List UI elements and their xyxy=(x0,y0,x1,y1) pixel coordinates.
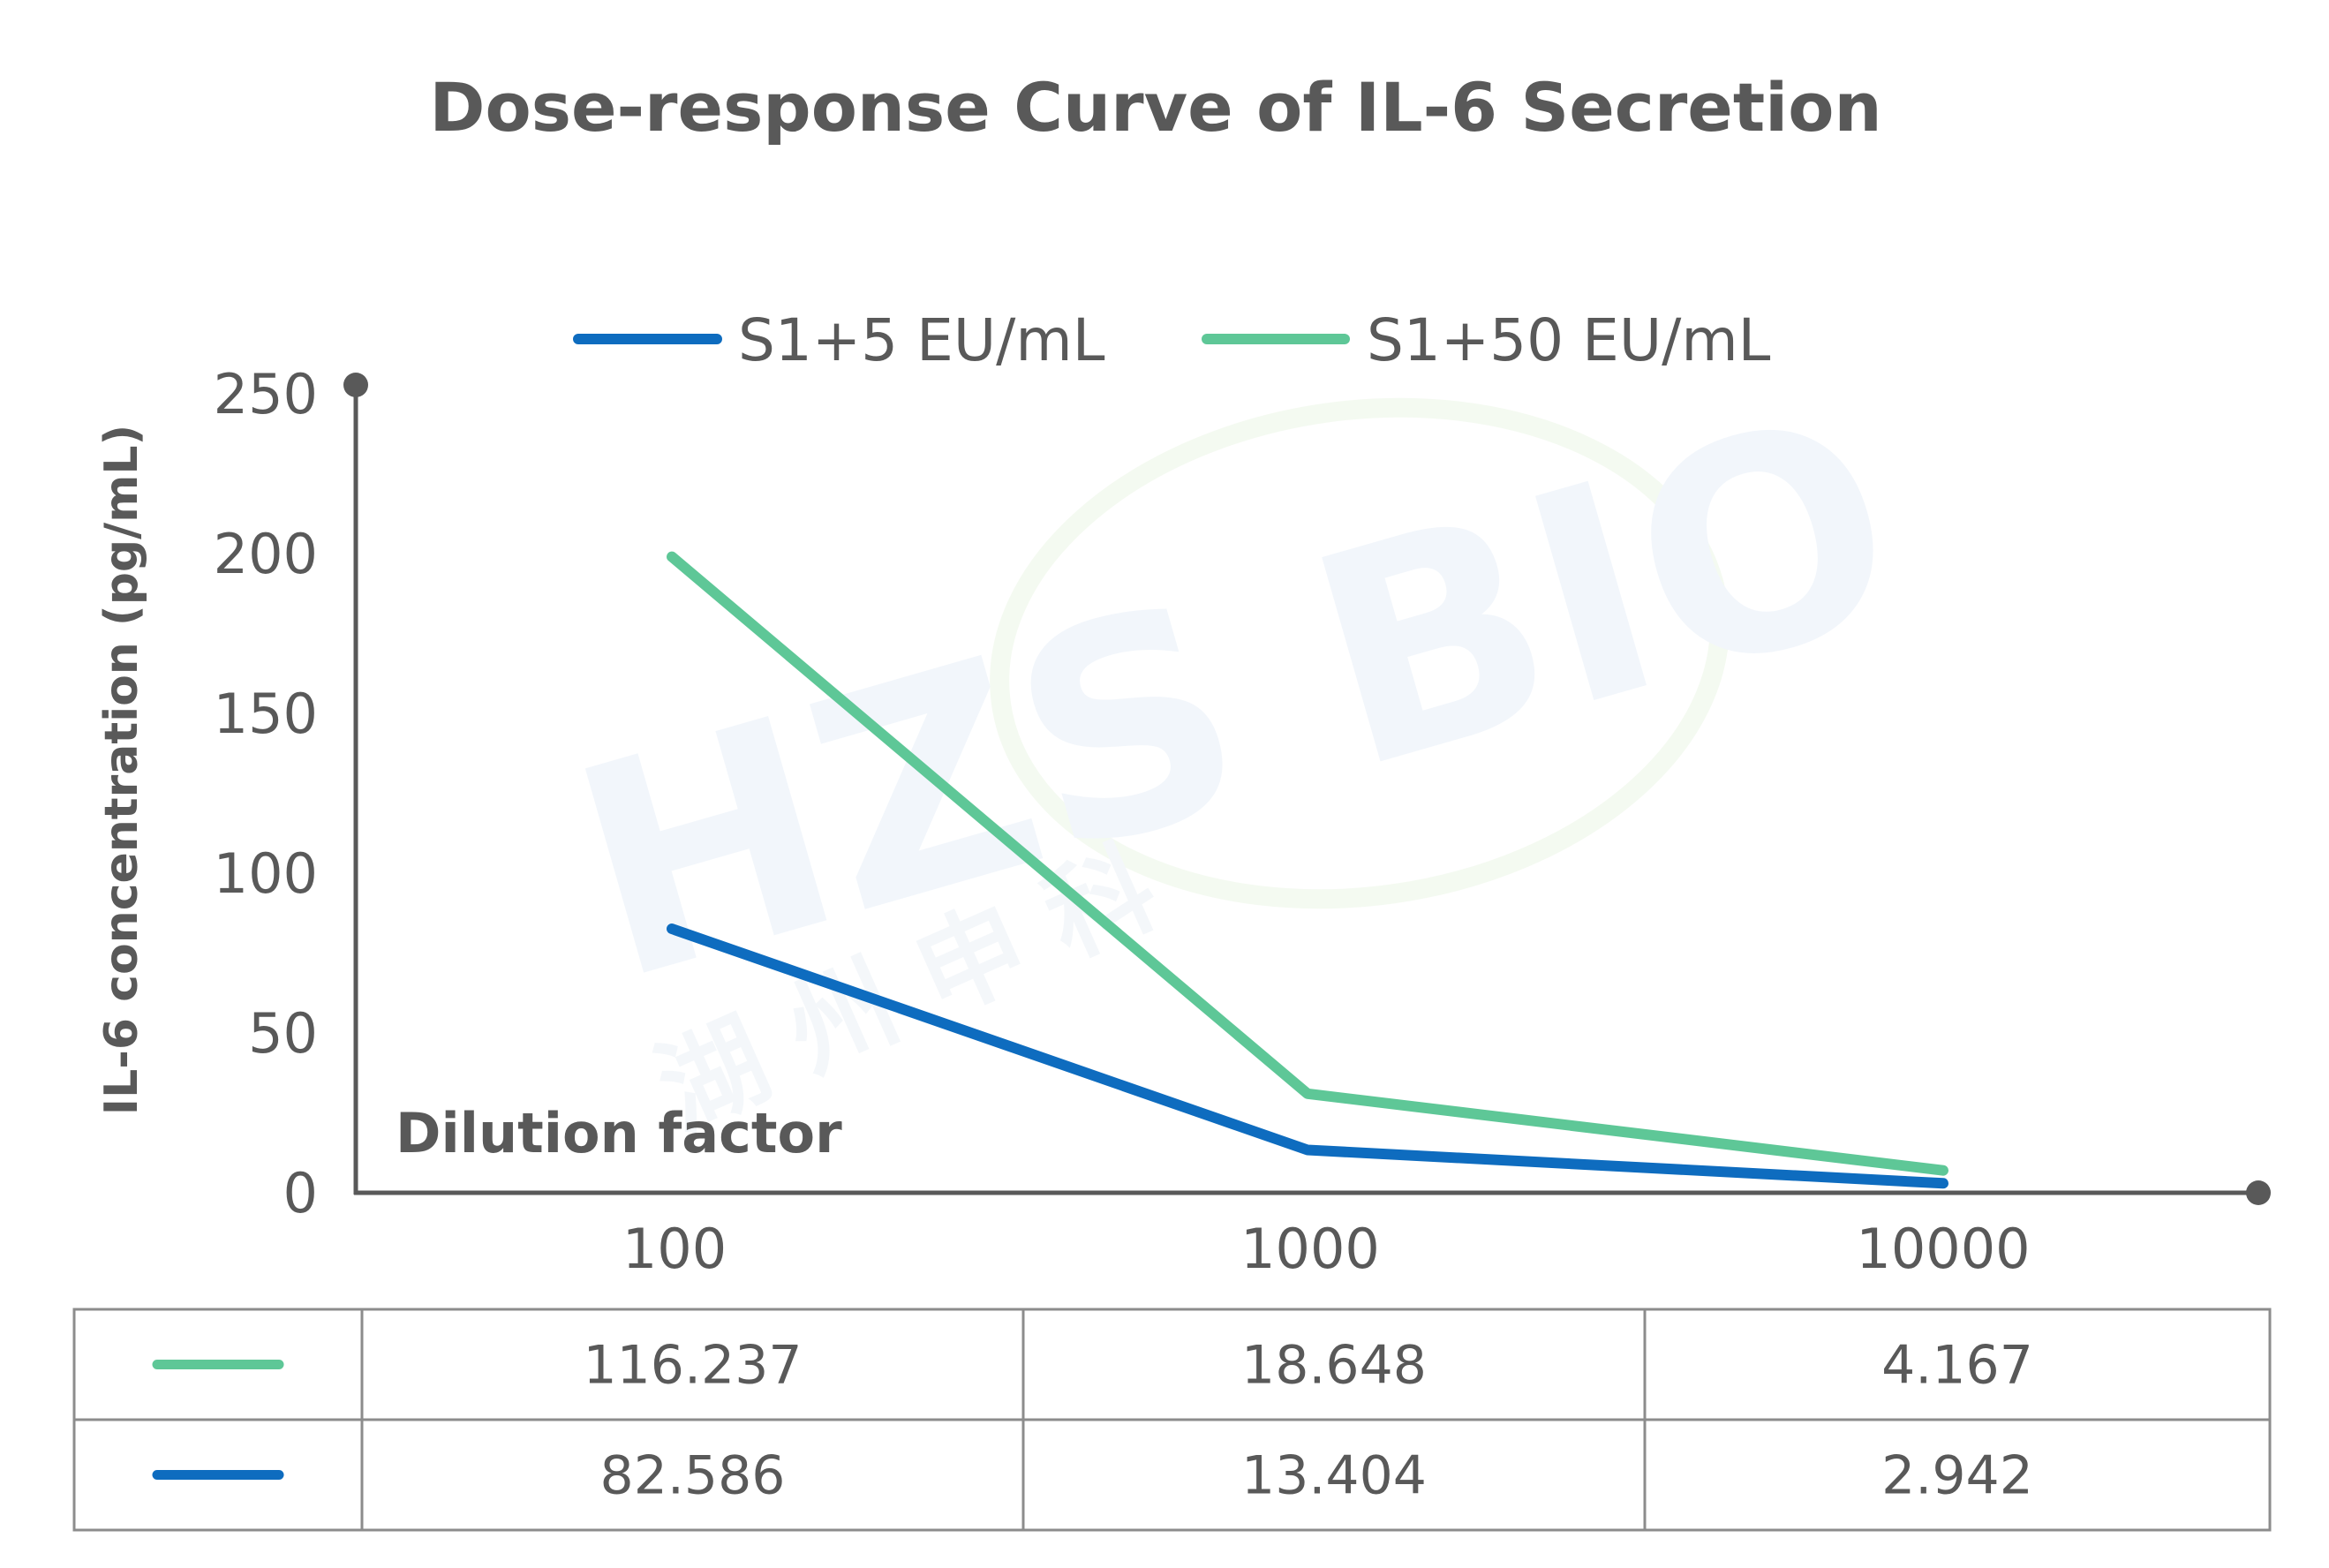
legend-label-s1-5: S1+5 EU/mL xyxy=(738,306,1105,374)
legend-label-s1-50: S1+50 EU/mL xyxy=(1367,306,1771,374)
chart-title: Dose-response Curve of IL-6 Secretion xyxy=(429,68,1881,147)
watermark-text: HZS BIO xyxy=(544,350,1930,1046)
table-cell: 2.942 xyxy=(1881,1445,2033,1507)
y-axis-label: IL-6 concentration (pg/mL) xyxy=(95,425,148,1115)
y-tick-200: 200 xyxy=(214,522,318,586)
y-tick-150: 150 xyxy=(214,682,318,746)
y-axis-end-dot xyxy=(343,373,368,397)
table-cell: 82.586 xyxy=(600,1445,786,1507)
x-axis-label: Dilution factor xyxy=(396,1101,842,1165)
legend: S1+5 EU/mL S1+50 EU/mL xyxy=(573,306,1771,374)
y-tick-50: 50 xyxy=(248,1001,318,1066)
y-tick-100: 100 xyxy=(214,841,318,906)
axes xyxy=(343,373,2271,1205)
y-tick-250: 250 xyxy=(214,362,318,426)
table-cell: 18.648 xyxy=(1241,1335,1427,1397)
x-tick-labels: 100 1000 10000 xyxy=(622,1217,2031,1281)
table-cell: 13.404 xyxy=(1241,1445,1427,1507)
data-table: 116.237 18.648 4.167 82.586 13.404 2.942 xyxy=(72,1308,2272,1532)
series-lines xyxy=(667,551,1948,1189)
x-axis-end-dot xyxy=(2246,1180,2271,1205)
y-tick-0: 0 xyxy=(283,1161,318,1225)
x-tick-10000: 10000 xyxy=(1856,1217,2030,1281)
x-tick-100: 100 xyxy=(622,1217,727,1281)
y-tick-labels: 0 50 100 150 200 250 xyxy=(214,362,318,1225)
table-cell: 4.167 xyxy=(1881,1335,2033,1397)
x-tick-1000: 1000 xyxy=(1240,1217,1380,1281)
table-cell: 116.237 xyxy=(583,1335,802,1397)
